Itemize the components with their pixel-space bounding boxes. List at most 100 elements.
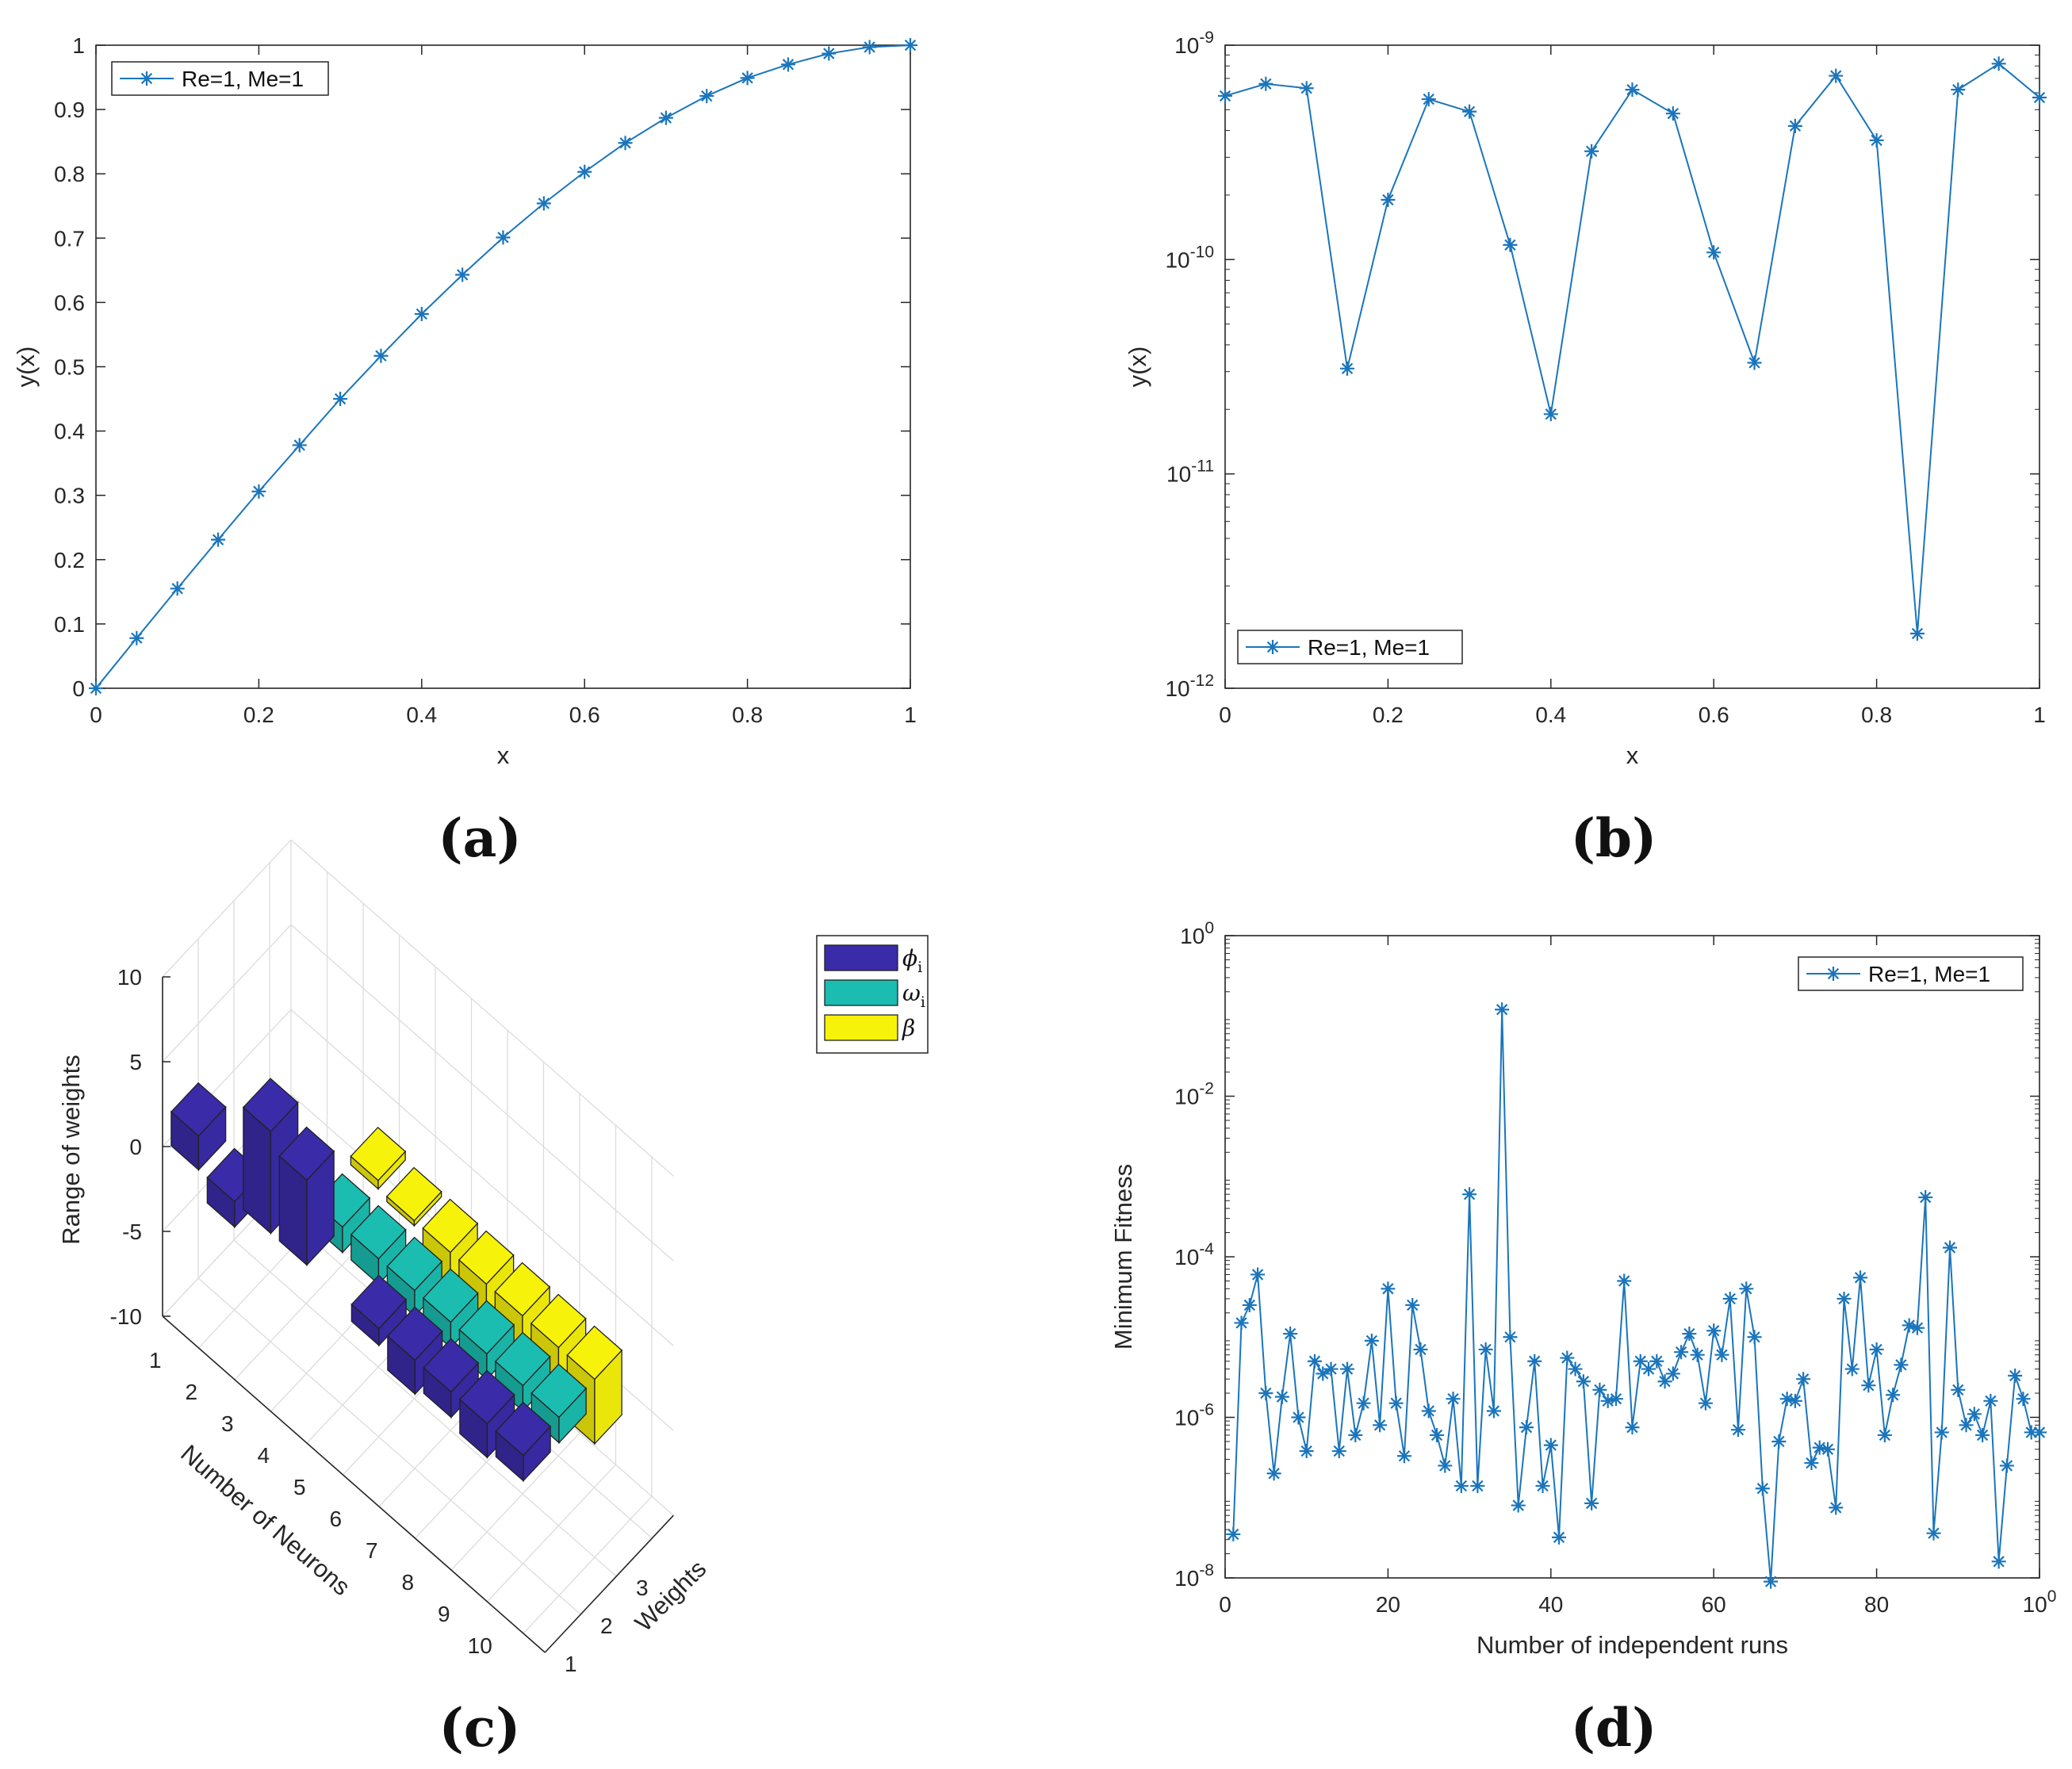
data-point-glyph [292, 438, 307, 453]
grid-floor [487, 1464, 616, 1602]
data-point [1478, 1342, 1493, 1357]
data-point-glyph [1388, 1396, 1404, 1411]
bar-3d [495, 1401, 552, 1483]
z-tick-label: 0 [129, 1135, 142, 1159]
bar-top-face [350, 1274, 408, 1330]
plot-area [95, 44, 911, 689]
data-point-glyph [1421, 1403, 1436, 1419]
data-point [903, 38, 917, 52]
data-point-glyph [333, 392, 348, 407]
grid-floor [233, 1239, 617, 1577]
data-point [1682, 1327, 1697, 1342]
data-point-glyph [1991, 1554, 2006, 1569]
data-point [251, 484, 266, 499]
data-point [1690, 1347, 1705, 1362]
data-point-glyph [1584, 144, 1599, 159]
data-point-glyph [1503, 1330, 1518, 1345]
data-point-glyph [1405, 1297, 1420, 1312]
data-point [1381, 192, 1396, 207]
x-tick-label: 0.8 [1861, 703, 1892, 727]
bar-top-face [458, 1230, 515, 1285]
x-axis-label: x [1626, 741, 1639, 769]
data-point-glyph [373, 348, 389, 363]
x-tick-label: 5 [293, 1475, 306, 1499]
y-tick-label: 10-9 [1174, 29, 1214, 58]
data-point-glyph [1258, 76, 1273, 91]
bar-3d [494, 1331, 551, 1413]
data-point-glyph [1323, 1361, 1339, 1377]
data-point-glyph [1926, 1526, 1941, 1541]
data-point [1902, 1318, 1917, 1333]
x-axis-line [162, 1315, 546, 1653]
data-point [1356, 1396, 1371, 1411]
x-axis-label: Number of independent runs [1476, 1631, 1788, 1659]
data-point-glyph [740, 71, 755, 86]
y-tick-label: 0.8 [54, 162, 85, 186]
y-tick-label: 1 [72, 33, 85, 58]
legend-marker [1826, 967, 1840, 981]
data-point-glyph [2032, 90, 2047, 105]
data-point-glyph [1829, 68, 1844, 83]
data-point [1665, 1366, 1680, 1381]
data-point-glyph [1438, 1458, 1453, 1473]
data-point [1438, 1458, 1453, 1473]
data-point [1844, 1361, 1859, 1377]
data-point [740, 71, 755, 86]
data-point-glyph [1869, 1342, 1884, 1357]
bar-top-face [423, 1338, 480, 1393]
data-point-glyph [1771, 1434, 1787, 1449]
data-point [1787, 118, 1802, 133]
data-point-glyph [822, 46, 837, 61]
data-point-glyph [1608, 1392, 1623, 1407]
data-point-glyph [1625, 82, 1640, 98]
data-point-glyph [1983, 1393, 1998, 1408]
data-point-glyph [1413, 1342, 1428, 1357]
panel-label-d: (d) [1571, 1697, 1657, 1759]
data-point-glyph [1446, 1392, 1461, 1407]
y-axis-label: y(x) [1124, 347, 1151, 388]
z-tick-label: 5 [129, 1050, 142, 1074]
x-tick-label: 80 [1864, 1592, 1889, 1617]
data-point [1909, 1320, 1925, 1335]
data-point-glyph [455, 267, 470, 282]
plot-area [1224, 935, 2040, 1579]
data-point-glyph [1934, 1425, 1949, 1440]
data-point [1926, 1526, 1941, 1541]
y-axis-line [544, 1514, 674, 1653]
data-point [1600, 1393, 1615, 1408]
data-point [1299, 81, 1314, 96]
data-point [1453, 1478, 1469, 1493]
data-point [2016, 1392, 2031, 1407]
data-point-glyph [1625, 1420, 1640, 1435]
data-point [1918, 1190, 1933, 1205]
data-point [1396, 1449, 1411, 1464]
data-point-glyph [1560, 1350, 1575, 1365]
data-point-glyph [1396, 1449, 1411, 1464]
data-point [1665, 106, 1680, 121]
y-tick-label: 10-2 [1174, 1080, 1214, 1109]
y-tick-label: 10-8 [1174, 1561, 1214, 1591]
data-point-glyph [2024, 1425, 2039, 1440]
data-point [1999, 1458, 2014, 1473]
data-point-glyph [1543, 1438, 1558, 1453]
data-point [2024, 1425, 2039, 1440]
x-tick-label: 0 [1219, 703, 1231, 727]
data-point [1829, 1500, 1844, 1515]
data-point-glyph [1381, 1281, 1396, 1296]
data-point-glyph [1584, 1495, 1599, 1511]
bar-top-face [350, 1204, 407, 1260]
data-point-glyph [1918, 1190, 1933, 1205]
data-point-glyph [1299, 1444, 1314, 1459]
data-point-glyph [1364, 1333, 1379, 1348]
legend-swatch [824, 1014, 898, 1041]
data-point [170, 581, 185, 596]
z-tick-label: 10 [117, 965, 142, 990]
x-tick-label: 0.2 [1373, 703, 1404, 727]
data-point-glyph [1755, 1481, 1770, 1496]
data-point [333, 392, 348, 407]
data-point-glyph [2016, 1392, 2031, 1407]
x-tick-label: 8 [401, 1570, 414, 1595]
y-tick-label: 2 [600, 1614, 613, 1638]
y-tick-label: 0.9 [54, 98, 85, 122]
data-point [1934, 1425, 1949, 1440]
